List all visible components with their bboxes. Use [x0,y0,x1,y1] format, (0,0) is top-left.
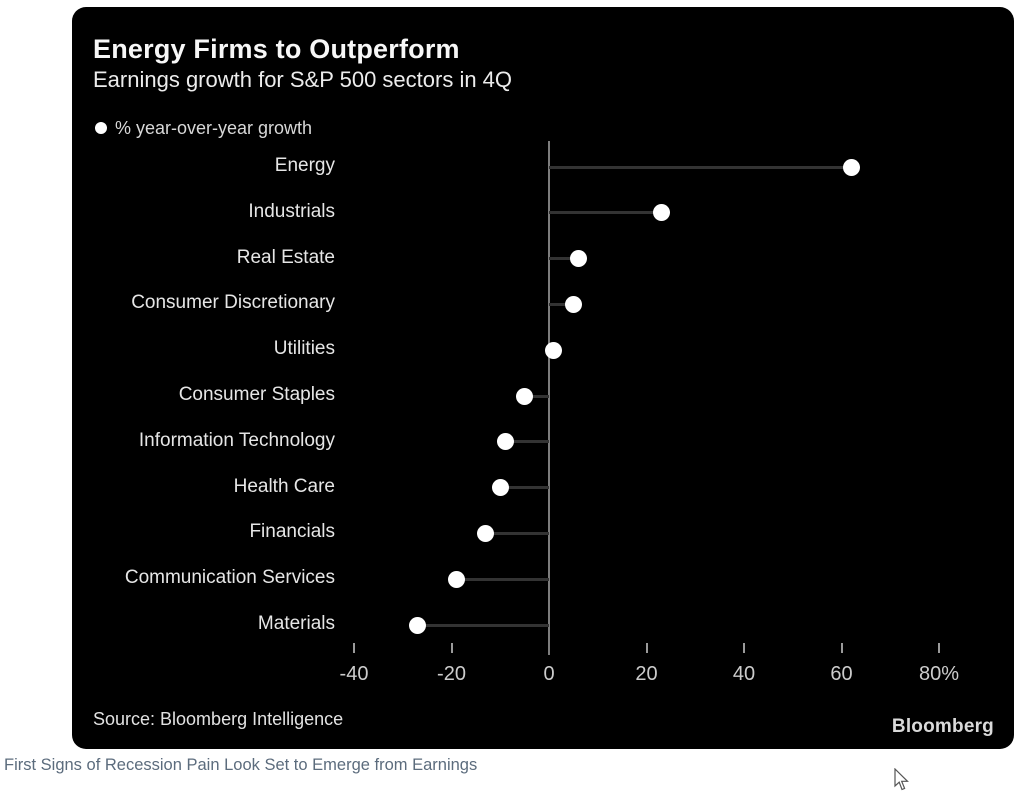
data-point-dot [447,570,465,588]
x-axis-tick-label: 0 [543,663,555,685]
x-axis-tick-label: 60 [830,663,853,685]
legend-label: % year-over-year growth [115,117,313,138]
chart-card: Energy Firms to Outperform Earnings grow… [72,7,1014,749]
connector-line [549,302,574,306]
source-label: Source: Bloomberg Intelligence [93,709,344,729]
chart-title: Energy Firms to Outperform [93,34,460,64]
category-label: Real Estate [236,246,335,268]
data-point-dot [652,204,670,222]
category-label: Financials [249,521,335,543]
data-point-dot [491,479,509,497]
connector-line [456,577,549,581]
mouse-cursor-icon [894,768,909,791]
x-axis-tick-label: 80% [918,663,960,685]
article-link[interactable]: First Signs of Recession Pain Look Set t… [4,756,478,774]
x-axis-tick [743,643,745,653]
zero-axis-line [548,141,550,655]
category-label: Materials [257,613,335,634]
data-point-dot [842,158,860,176]
data-point-dot [564,295,582,313]
connector-line [549,165,852,169]
connector-line [417,623,549,627]
x-axis-tick [645,643,648,653]
data-point-dot [569,250,587,268]
x-axis-tick [450,643,453,653]
data-point-dot [477,524,495,542]
x-axis-tick [840,643,843,653]
chart-legend: % year-over-year growth [95,117,312,139]
plot-area: -40 -20 0 20 40 60 80% Energy Industrials Real Es… [72,7,1014,749]
connector-line [485,531,549,535]
category-label: Industrials [248,200,335,222]
connector-line [500,486,549,490]
connector-line [549,257,579,261]
x-axis-tick-label: 40 [732,663,756,685]
category-label: Information Technology [138,429,335,451]
connector-line [549,211,662,215]
x-axis-tick-label: -40 [339,663,369,685]
data-point-dot [516,387,534,405]
connector-line [505,440,549,444]
category-label: Energy [274,155,335,176]
data-point-dot [545,341,563,359]
connector-line [524,394,549,398]
x-axis-tick [938,643,940,653]
data-point-dot [496,433,514,451]
category-label: Utilities [273,338,335,360]
bloomberg-logo: Bloomberg [891,716,994,737]
legend-dot-icon [95,122,107,134]
data-point-dot [408,616,426,634]
category-label: Consumer Discretionary [131,292,335,314]
chart-subtitle: Earnings growth for S&P 500 sectors in 4… [93,67,513,92]
category-label: Communication Services [124,567,335,589]
x-axis-tick-label: 20 [635,663,658,685]
x-axis-tick [353,643,355,653]
category-label: Consumer Staples [178,384,335,405]
category-label: Health Care [233,475,335,497]
x-axis-tick-label: -20 [437,663,466,685]
